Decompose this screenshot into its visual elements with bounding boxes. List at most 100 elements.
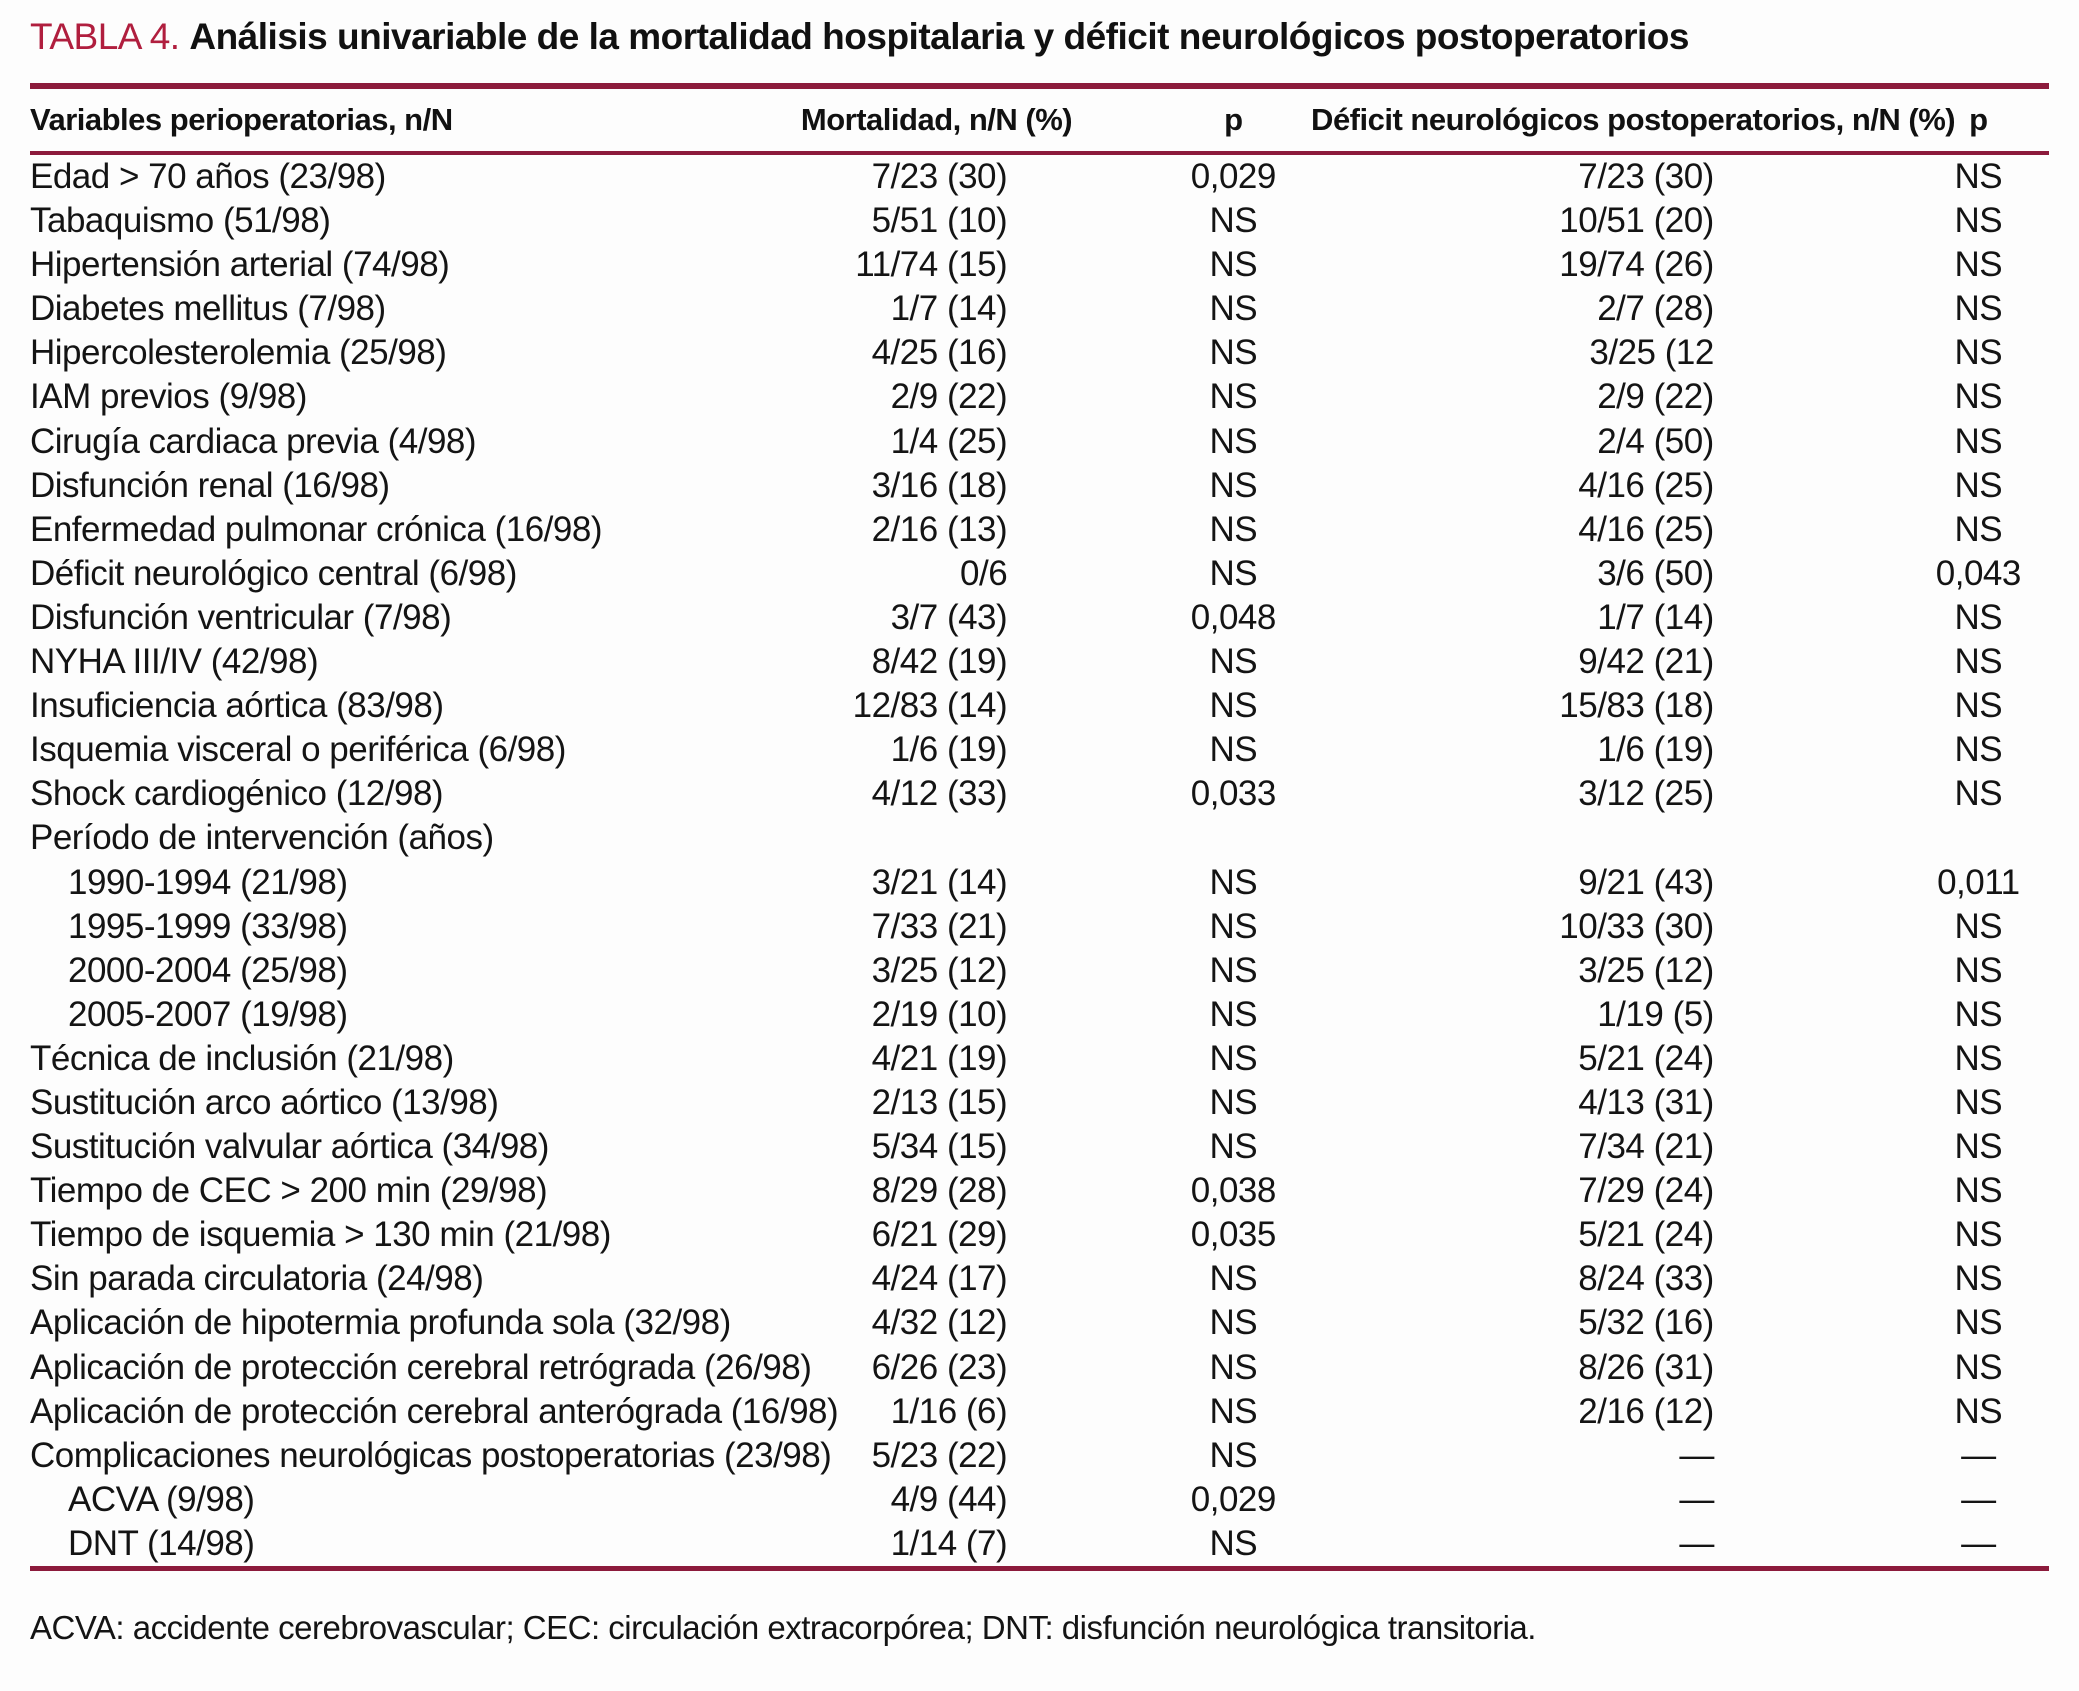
cell-p-mortalidad: NS: [1209, 1435, 1258, 1475]
cell-p-deficit: NS: [1954, 245, 2003, 285]
cell-mortalidad: 5/23 (22): [871, 1435, 1008, 1475]
table-title-text: Análisis univariable de la mortalidad ho…: [189, 16, 1689, 57]
cell-variable: Isquemia visceral o periférica (6/98): [30, 730, 566, 770]
cell-deficit: 7/29 (24): [1578, 1171, 1714, 1211]
cell-p-deficit: NS: [1954, 201, 2003, 241]
cell-variable: IAM previos (9/98): [30, 377, 307, 417]
table-row: NYHA III/IV (42/98) 8/42 (19) NS 9/42 (2…: [30, 640, 2049, 684]
cell-p-mortalidad: NS: [1209, 465, 1258, 505]
table-row: Déficit neurológico central (6/98) 0/6 N…: [30, 552, 2049, 596]
cell-p-mortalidad: NS: [1209, 950, 1258, 990]
cell-variable: Aplicación de protección cerebral anteró…: [30, 1391, 839, 1431]
cell-mortalidad: 4/25 (16): [871, 333, 1008, 373]
cell-deficit: 8/24 (33): [1578, 1259, 1714, 1299]
cell-mortalidad: 4/24 (17): [871, 1259, 1008, 1299]
cell-mortalidad: 2/13 (15): [871, 1082, 1008, 1122]
cell-variable: Técnica de inclusión (21/98): [30, 1038, 454, 1078]
header-variables: Variables perioperatorias, n/N: [30, 102, 453, 137]
cell-p-deficit: NS: [1954, 1391, 2003, 1431]
cell-variable: Hipertensión arterial (74/98): [30, 245, 450, 285]
cell-mortalidad: 3/16 (18): [871, 465, 1008, 505]
cell-p-deficit: NS: [1954, 421, 2003, 461]
cell-p-deficit: —: [1961, 1435, 1996, 1475]
cell-p-mortalidad: NS: [1209, 906, 1258, 946]
cell-p-deficit: NS: [1954, 597, 2003, 637]
table-row: Período de intervención (años): [30, 816, 2049, 860]
cell-p-mortalidad: NS: [1209, 377, 1258, 417]
cell-p-deficit: NS: [1954, 1347, 2003, 1387]
cell-deficit: 4/16 (25): [1578, 465, 1714, 505]
cell-variable: Sustitución valvular aórtica (34/98): [30, 1127, 549, 1167]
table-row: Aplicación de hipotermia profunda sola (…: [30, 1301, 2049, 1345]
cell-p-mortalidad: 0,029: [1190, 1479, 1277, 1519]
table-row: Sin parada circulatoria (24/98) 4/24 (17…: [30, 1257, 2049, 1301]
cell-p-deficit: NS: [1954, 906, 2003, 946]
cell-deficit: 5/32 (16): [1578, 1303, 1714, 1343]
cell-mortalidad: 5/34 (15): [871, 1127, 1008, 1167]
cell-p-mortalidad: NS: [1209, 1038, 1258, 1078]
cell-variable: Disfunción renal (16/98): [30, 465, 390, 505]
cell-p-mortalidad: NS: [1209, 1347, 1258, 1387]
cell-p-mortalidad: NS: [1209, 245, 1258, 285]
table-row: Tiempo de isquemia > 130 min (21/98) 6/2…: [30, 1213, 2049, 1257]
cell-variable: Aplicación de hipotermia profunda sola (…: [30, 1303, 731, 1343]
cell-variable: 2000-2004 (25/98): [68, 950, 348, 990]
table-row: IAM previos (9/98) 2/9 (22) NS 2/9 (22) …: [30, 375, 2049, 419]
cell-variable: Cirugía cardiaca previa (4/98): [30, 421, 477, 461]
table-row: 2005-2007 (19/98) 2/19 (10) NS 1/19 (5) …: [30, 993, 2049, 1037]
cell-p-deficit: NS: [1954, 994, 2003, 1034]
cell-deficit: 7/34 (21): [1578, 1127, 1714, 1167]
table-row: Shock cardiogénico (12/98) 4/12 (33) 0,0…: [30, 772, 2049, 816]
cell-deficit: 15/83 (18): [1559, 686, 1714, 726]
cell-variable: Sustitución arco aórtico (13/98): [30, 1082, 499, 1122]
cell-mortalidad: 11/74 (15): [855, 245, 1008, 285]
cell-p-deficit: NS: [1954, 509, 2003, 549]
cell-p-mortalidad: NS: [1209, 1127, 1258, 1167]
cell-variable: Disfunción ventricular (7/98): [30, 597, 452, 637]
cell-p-deficit: NS: [1954, 1215, 2003, 1255]
bottom-rule: [30, 1566, 2049, 1571]
table-row: Diabetes mellitus (7/98) 1/7 (14) NS 2/7…: [30, 287, 2049, 331]
cell-p-deficit: NS: [1954, 730, 2003, 770]
cell-variable: Déficit neurológico central (6/98): [30, 553, 517, 593]
table-row: Aplicación de protección cerebral anteró…: [30, 1390, 2049, 1434]
cell-p-mortalidad: NS: [1209, 289, 1258, 329]
cell-p-deficit: NS: [1954, 157, 2003, 196]
cell-p-deficit: NS: [1954, 1171, 2003, 1211]
cell-mortalidad: 8/42 (19): [871, 642, 1008, 682]
cell-deficit: 2/7 (28): [1597, 289, 1714, 329]
table-row: DNT (14/98) 1/14 (7) NS — —: [30, 1522, 2049, 1566]
cell-deficit: 10/33 (30): [1559, 906, 1714, 946]
cell-mortalidad: 4/9 (44): [890, 1479, 1008, 1519]
cell-mortalidad: 12/83 (14): [852, 686, 1008, 726]
cell-p-mortalidad: NS: [1209, 509, 1258, 549]
table-row: Hipertensión arterial (74/98) 11/74 (15)…: [30, 243, 2049, 287]
cell-p-deficit: NS: [1954, 289, 2003, 329]
table-row: Tiempo de CEC > 200 min (29/98) 8/29 (28…: [30, 1169, 2049, 1213]
cell-mortalidad: 3/25 (12): [871, 950, 1008, 990]
cell-p-deficit: —: [1961, 1479, 1996, 1519]
cell-mortalidad: 4/21 (19): [871, 1038, 1008, 1078]
cell-p-deficit: 0,011: [1937, 862, 2020, 902]
cell-deficit: 1/19 (5): [1597, 994, 1714, 1034]
cell-p-mortalidad: NS: [1209, 994, 1258, 1034]
cell-p-deficit: NS: [1954, 950, 2003, 990]
table-row: Edad > 70 años (23/98) 7/23 (30) 0,029 7…: [30, 155, 2049, 199]
cell-p-mortalidad: 0,033: [1190, 774, 1277, 814]
cell-variable: 1995-1999 (33/98): [68, 906, 348, 946]
cell-p-mortalidad: NS: [1209, 1259, 1258, 1299]
table-row: Isquemia visceral o periférica (6/98) 1/…: [30, 728, 2049, 772]
table-row: Hipercolesterolemia (25/98) 4/25 (16) NS…: [30, 331, 2049, 375]
header-p2: p: [1969, 102, 1988, 137]
cell-variable: Insuficiencia aórtica (83/98): [30, 686, 444, 726]
cell-p-mortalidad: NS: [1209, 686, 1258, 726]
cell-p-mortalidad: 0,035: [1190, 1215, 1277, 1255]
cell-p-deficit: NS: [1954, 333, 2003, 373]
table-row: Sustitución valvular aórtica (34/98) 5/3…: [30, 1125, 2049, 1169]
cell-deficit: 19/74 (26): [1559, 245, 1714, 285]
table-row: Disfunción ventricular (7/98) 3/7 (43) 0…: [30, 596, 2049, 640]
cell-p-mortalidad: 0,029: [1190, 157, 1277, 196]
cell-deficit: 4/16 (25): [1578, 509, 1714, 549]
cell-p-deficit: NS: [1954, 642, 2003, 682]
